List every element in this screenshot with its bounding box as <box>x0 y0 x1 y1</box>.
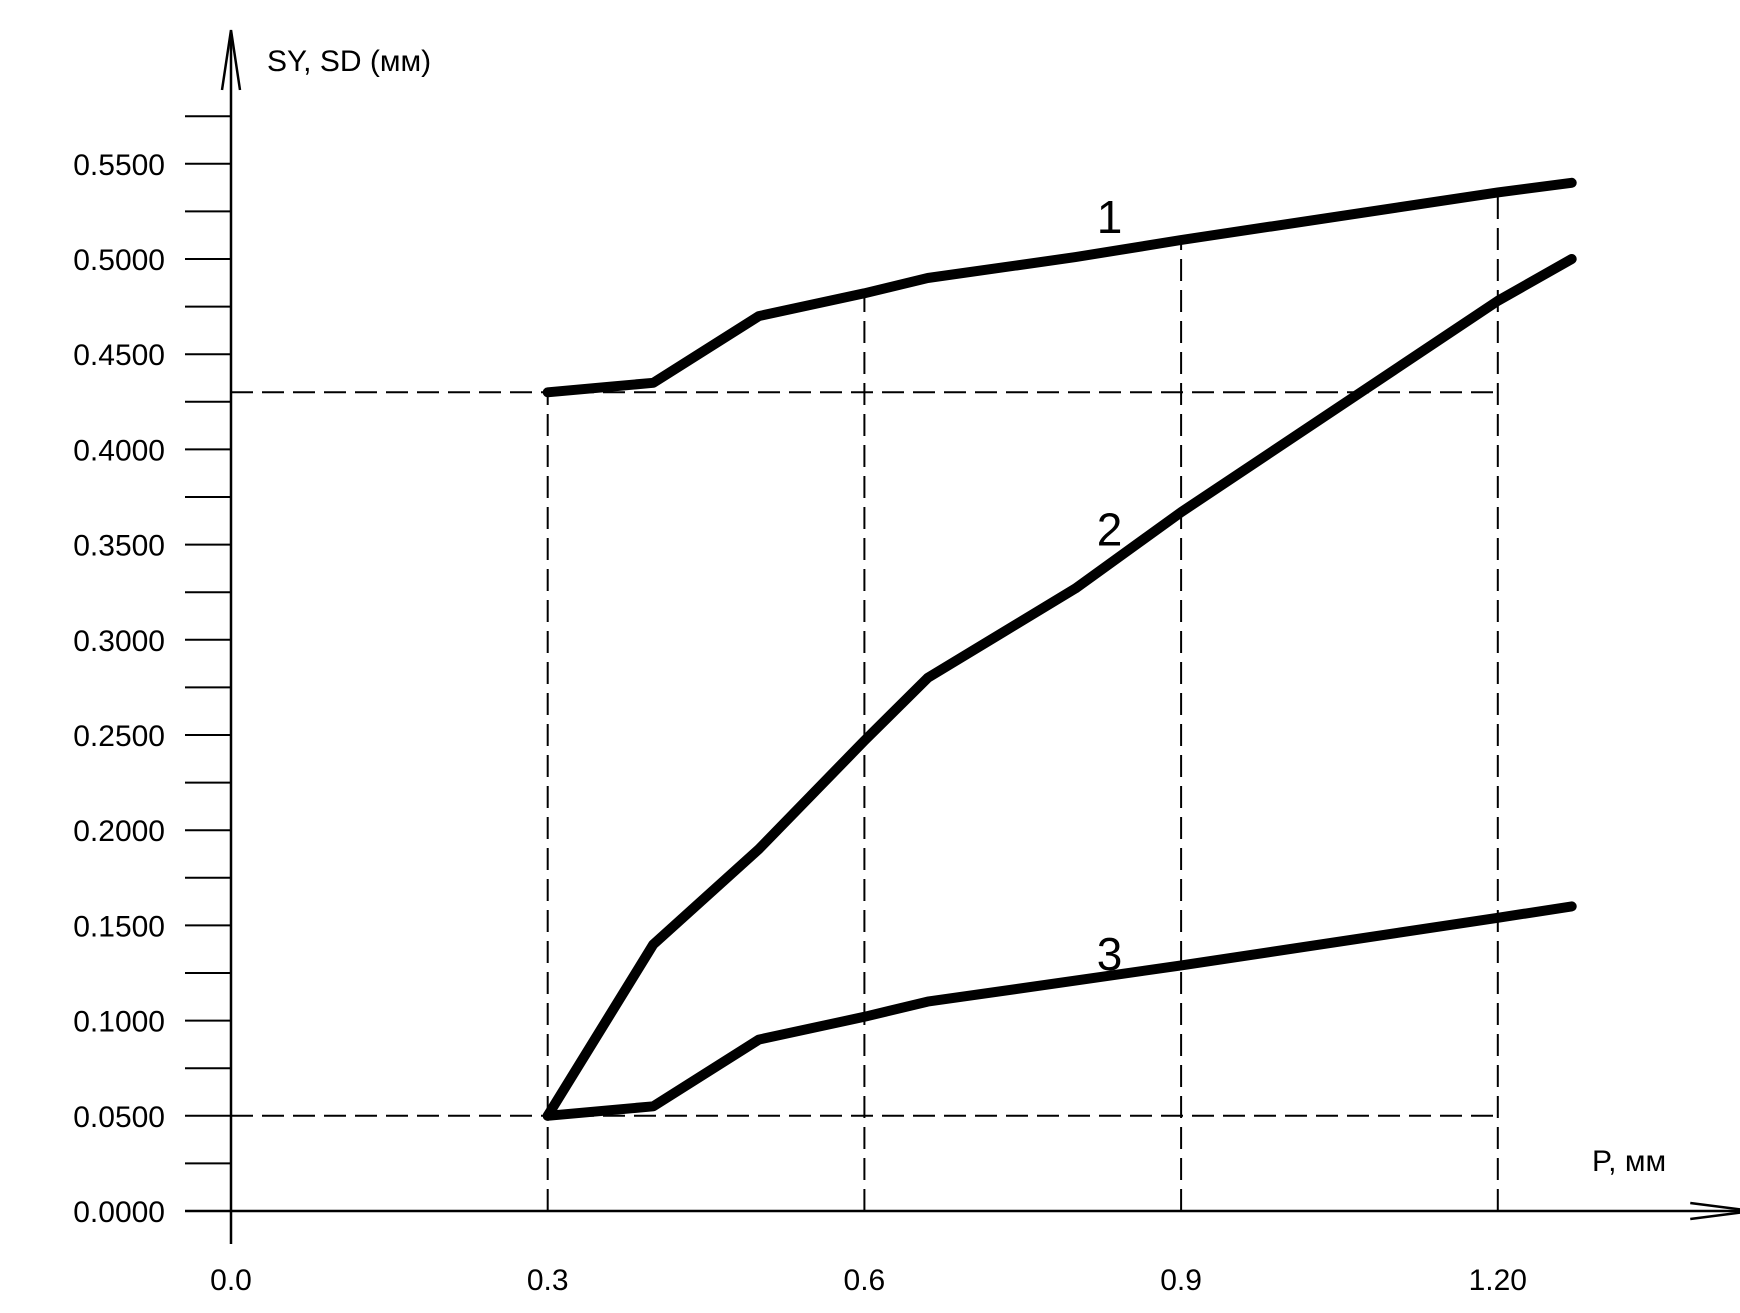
data-curves <box>542 177 1577 1121</box>
y-tick-label: 0.4000 <box>73 434 165 467</box>
x-tick-label: 0.6 <box>844 1264 886 1297</box>
y-tick-label: 0.0000 <box>73 1196 165 1229</box>
series-line-1 <box>542 177 1577 398</box>
series-line-3 <box>542 901 1577 1121</box>
x-axis-arrow <box>1690 1201 1740 1221</box>
y-tick-label: 0.2500 <box>73 720 165 753</box>
series-line-2 <box>542 254 1577 1121</box>
y-tick-label: 0.3000 <box>73 625 165 658</box>
y-tick-label: 0.5000 <box>73 244 165 277</box>
x-tick-label: 0.3 <box>527 1264 569 1297</box>
reference-lines <box>231 192 1499 1211</box>
y-tick-label: 0.4500 <box>73 339 165 372</box>
y-tick-label: 0.5500 <box>73 149 165 182</box>
x-tick-label: 0.9 <box>1160 1264 1202 1297</box>
axis-ticks <box>185 115 231 1165</box>
axes <box>185 29 1740 1244</box>
curve-label-1: 1 <box>1097 191 1123 243</box>
curve-label-2: 2 <box>1097 503 1123 555</box>
y-axis-label: SY, SD (мм) <box>267 45 431 78</box>
y-tick-label: 0.1000 <box>73 1006 165 1039</box>
y-axis-arrow <box>220 29 242 91</box>
x-tick-label: 0.0 <box>210 1264 252 1297</box>
curve-label-3: 3 <box>1097 928 1123 980</box>
y-tick-label: 0.1500 <box>73 910 165 943</box>
y-tick-label: 0.3500 <box>73 530 165 563</box>
y-tick-label: 0.0500 <box>73 1101 165 1134</box>
y-tick-label: 0.2000 <box>73 815 165 848</box>
chart-labels: SY, SD (мм) P, мм 0.0000 0.0500 0.1000 0.15… <box>73 45 1666 1297</box>
x-axis-label: P, мм <box>1592 1145 1666 1178</box>
x-tick-label: 1.20 <box>1469 1264 1527 1297</box>
